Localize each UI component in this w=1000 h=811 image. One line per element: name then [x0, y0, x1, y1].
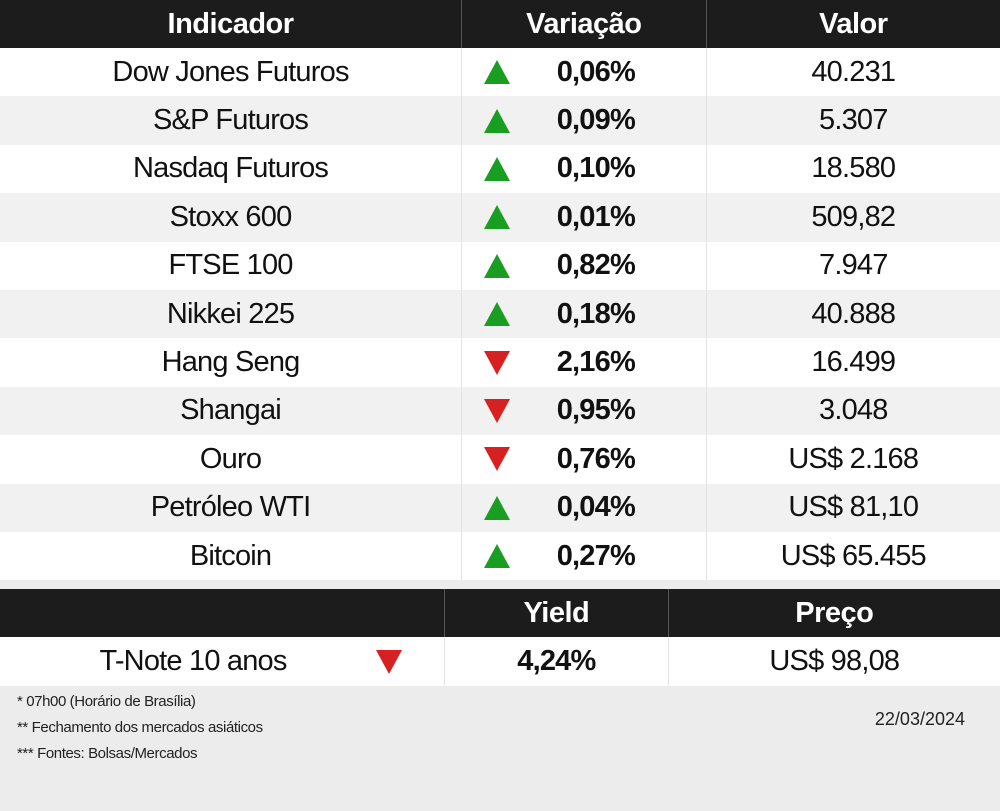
footnote-3: *** Fontes: Bolsas/Mercados	[17, 745, 198, 762]
down-arrow-icon	[484, 350, 511, 375]
footer: * 07h00 (Horário de Brasília) ** Fechame…	[0, 686, 1000, 811]
table-row: Shangai 0,95% 3.048	[0, 386, 1000, 436]
indicators-body: Dow Jones Futuros 0,06% 40.231 S&P Futuros 0…	[0, 48, 1000, 581]
indicator-value: US$ 81,10	[788, 491, 919, 524]
bond-row: T-Note 10 anos 4,24% US$ 98,08	[0, 637, 1000, 686]
variation-cell: 0,01%	[462, 193, 707, 242]
table-row: Nasdaq Futuros 0,10% 18.580	[0, 144, 1000, 194]
bond-name-cell: T-Note 10 anos	[0, 637, 446, 686]
table-row: Stoxx 600 0,01% 509,82	[0, 193, 1000, 242]
up-arrow-icon	[484, 60, 511, 85]
indicator-value: 40.231	[811, 55, 896, 88]
footnote-2: ** Fechamento dos mercados asiáticos	[17, 719, 263, 736]
up-arrow-icon	[484, 205, 511, 230]
up-arrow-icon	[484, 302, 511, 327]
variation-value: 0,76%	[556, 442, 636, 475]
variation-value: 0,01%	[556, 200, 636, 233]
indicator-name: FTSE 100	[0, 241, 463, 290]
variation-cell: 0,10%	[462, 144, 707, 194]
indicator-value: 18.580	[811, 152, 896, 185]
header-indicator: Indicador	[0, 0, 463, 48]
down-arrow-icon	[484, 447, 511, 472]
indicator-value: 5.307	[819, 104, 888, 137]
bond-table: Yield Preço T-Note 10 anos 4,24% US$ 98,…	[0, 589, 1000, 686]
variation-cell: 0,95%	[462, 386, 707, 436]
variation-value: 0,27%	[556, 539, 636, 572]
header-variation: Variação	[462, 0, 707, 48]
down-arrow-icon	[376, 649, 402, 674]
indicator-name: Nasdaq Futuros	[0, 144, 463, 194]
variation-value: 0,18%	[556, 297, 636, 330]
table-row: Nikkei 225 0,18% 40.888	[0, 289, 1000, 339]
table-row: FTSE 100 0,82% 7.947	[0, 241, 1000, 290]
variation-cell: 2,16%	[462, 338, 707, 387]
indicator-name: S&P Futuros	[0, 96, 463, 145]
variation-cell: 0,06%	[462, 48, 707, 97]
variation-cell: 0,76%	[462, 435, 707, 484]
report-date: 22/03/2024	[874, 709, 965, 729]
variation-cell: 0,18%	[462, 289, 707, 339]
table-row: S&P Futuros 0,09% 5.307	[0, 96, 1000, 145]
up-arrow-icon	[484, 253, 511, 278]
variation-value: 0,04%	[556, 491, 636, 524]
table-row: Petróleo WTI 0,04% US$ 81,10	[0, 483, 1000, 532]
table-row: Ouro 0,76% US$ 2.168	[0, 435, 1000, 484]
footnote-1: * 07h00 (Horário de Brasília)	[17, 693, 196, 710]
variation-value: 2,16%	[556, 346, 636, 379]
up-arrow-icon	[484, 156, 511, 181]
indicator-value: 7.947	[819, 249, 888, 282]
variation-value: 0,82%	[556, 249, 636, 282]
variation-cell: 0,82%	[462, 241, 707, 290]
indicator-value: 16.499	[811, 346, 896, 379]
bond-name: T-Note 10 anos	[99, 645, 288, 677]
variation-value: 0,09%	[556, 104, 636, 137]
table-row: Hang Seng 2,16% 16.499	[0, 338, 1000, 387]
indicators-table: Indicador Variação Valor Dow Jones Futur…	[0, 0, 1000, 581]
table-row: Bitcoin 0,27% US$ 65.455	[0, 531, 1000, 581]
indicator-value: 509,82	[811, 200, 896, 233]
bond-header-row: Yield Preço	[0, 589, 1000, 637]
indicator-name: Ouro	[0, 435, 463, 484]
down-arrow-icon	[484, 398, 511, 423]
variation-value: 0,06%	[556, 55, 636, 88]
indicator-value: 40.888	[811, 297, 896, 330]
indicator-value: US$ 2.168	[788, 442, 919, 475]
indicator-name: Hang Seng	[0, 338, 463, 387]
header-value: Valor	[819, 7, 888, 40]
indicators-header-row: Indicador Variação Valor	[0, 0, 1000, 48]
indicator-name: Nikkei 225	[0, 289, 463, 339]
up-arrow-icon	[484, 544, 511, 569]
indicator-value: 3.048	[819, 394, 888, 427]
variation-value: 0,10%	[556, 152, 636, 185]
bond-yield-value: 4,24%	[517, 645, 596, 677]
bond-price: US$ 98,08	[769, 645, 900, 677]
header-price: Preço	[795, 596, 874, 629]
indicator-name: Bitcoin	[0, 531, 463, 581]
variation-cell: 0,09%	[462, 96, 707, 145]
header-bond-blank	[0, 589, 446, 637]
indicator-name: Dow Jones Futuros	[0, 48, 463, 97]
variation-cell: 0,04%	[462, 483, 707, 532]
up-arrow-icon	[484, 108, 511, 133]
header-yield: Yield	[445, 589, 669, 637]
indicator-value: US$ 65.455	[780, 539, 927, 572]
indicator-name: Shangai	[0, 386, 463, 436]
variation-value: 0,95%	[556, 394, 636, 427]
indicator-name: Stoxx 600	[0, 193, 463, 242]
indicator-name: Petróleo WTI	[0, 483, 463, 532]
table-row: Dow Jones Futuros 0,06% 40.231	[0, 48, 1000, 97]
variation-cell: 0,27%	[462, 531, 707, 581]
up-arrow-icon	[484, 495, 511, 520]
bond-yield: 4,24%	[445, 637, 669, 686]
